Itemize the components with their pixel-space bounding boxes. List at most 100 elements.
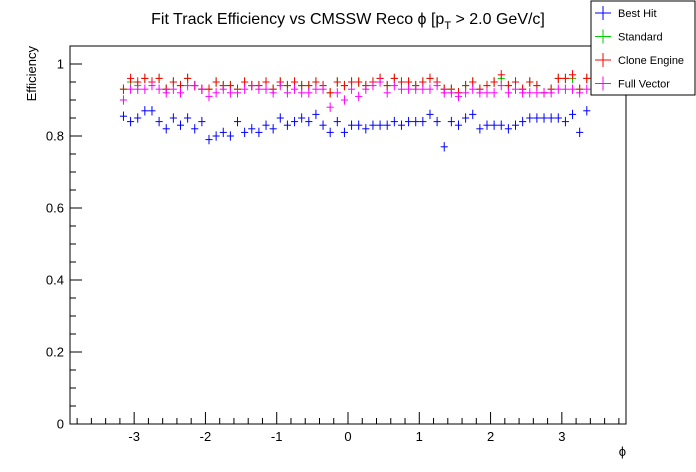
data-point <box>348 120 356 130</box>
data-point <box>348 84 356 94</box>
legend-label: Full Vector <box>618 79 670 91</box>
data-point <box>426 109 434 120</box>
data-point <box>155 84 163 94</box>
data-point <box>312 109 320 120</box>
chart-title-main: Fit Track Efficiency vs CMSSW Reco <box>151 11 417 28</box>
data-point <box>333 88 341 98</box>
legend-entry: Full Vector <box>595 76 670 91</box>
data-point <box>533 113 541 123</box>
data-point <box>269 124 277 134</box>
data-point <box>519 88 527 98</box>
data-point <box>469 84 477 94</box>
y-axis-ticks: 0 0.2 0.4 0.6 0.8 1 <box>46 57 82 432</box>
data-point <box>490 88 498 98</box>
data-point <box>561 84 569 94</box>
data-point <box>576 127 584 138</box>
series-clone-engine <box>119 70 591 98</box>
data-point <box>369 120 377 130</box>
data-point <box>561 116 569 127</box>
data-point <box>127 73 135 84</box>
data-point <box>155 73 163 84</box>
data-point <box>526 113 534 123</box>
x-tick-label: -2 <box>200 429 212 444</box>
y-tick-label: 0.4 <box>46 273 64 288</box>
x-tick-label: 2 <box>487 429 494 444</box>
data-point <box>276 80 284 91</box>
data-point <box>483 88 491 98</box>
data-point <box>533 88 541 98</box>
data-point <box>340 127 348 138</box>
data-point <box>255 84 263 94</box>
data-point <box>497 80 505 91</box>
data-point <box>219 127 227 138</box>
data-point <box>511 120 520 130</box>
data-point <box>440 142 448 152</box>
data-point <box>419 84 427 94</box>
data-point <box>169 113 177 123</box>
data-point <box>540 113 548 123</box>
data-point <box>333 116 341 127</box>
data-point <box>405 84 413 94</box>
data-point <box>191 124 199 134</box>
chart-title-phi: ϕ <box>418 11 427 28</box>
data-point <box>362 124 370 134</box>
data-point <box>262 120 270 130</box>
data-point <box>454 120 463 130</box>
data-point <box>462 113 470 123</box>
data-point <box>212 131 220 141</box>
data-point <box>476 124 484 134</box>
data-point <box>405 116 413 127</box>
data-point <box>127 116 135 127</box>
x-axis-ticks: -3 -2 -1 0 1 2 3 <box>76 412 620 444</box>
data-point <box>483 120 491 130</box>
data-point <box>568 84 577 94</box>
data-point <box>526 88 534 98</box>
data-point <box>191 80 199 91</box>
data-point <box>504 88 512 98</box>
data-point <box>176 88 185 98</box>
data-point <box>119 84 128 94</box>
data-point <box>440 88 448 98</box>
legend-label: Standard <box>618 32 663 44</box>
plot-frame <box>69 45 627 425</box>
data-point <box>319 120 327 130</box>
data-point <box>205 134 213 145</box>
data-point <box>376 120 384 130</box>
x-tick-label: 1 <box>416 429 423 444</box>
data-point <box>383 88 391 98</box>
data-point <box>447 116 455 127</box>
x-axis-label: ϕ <box>619 444 626 459</box>
data-point <box>583 106 591 116</box>
data-point <box>583 84 591 94</box>
data-point <box>362 84 370 94</box>
data-point <box>119 111 128 121</box>
data-point <box>184 113 192 123</box>
data-point <box>176 120 185 130</box>
x-tick-label: 3 <box>558 429 565 444</box>
data-point <box>205 91 213 102</box>
data-point <box>576 88 584 98</box>
data-point <box>312 84 320 94</box>
data-point <box>290 116 299 127</box>
series-full-vector <box>119 77 591 112</box>
data-point <box>511 84 520 94</box>
data-point <box>426 73 434 84</box>
data-point <box>219 84 227 94</box>
data-point <box>355 120 363 130</box>
data-point <box>269 88 277 98</box>
chart-title: Fit Track Efficiency vs CMSSW Reco ϕ [pT… <box>151 11 545 32</box>
data-point <box>426 84 434 94</box>
data-point <box>262 84 270 94</box>
data-point <box>340 95 348 105</box>
data-point <box>212 77 220 87</box>
x-tick-label: -3 <box>128 429 140 444</box>
series-layer <box>119 70 591 152</box>
data-point <box>497 120 505 130</box>
data-point <box>355 77 363 87</box>
data-point <box>283 120 291 130</box>
chart-title-p: [p <box>427 11 445 28</box>
data-point <box>412 84 420 94</box>
y-tick-label: 0 <box>57 417 64 432</box>
legend-box <box>590 0 696 96</box>
legend: Best Hit Standard Clone Engine Full Vector <box>590 0 696 96</box>
